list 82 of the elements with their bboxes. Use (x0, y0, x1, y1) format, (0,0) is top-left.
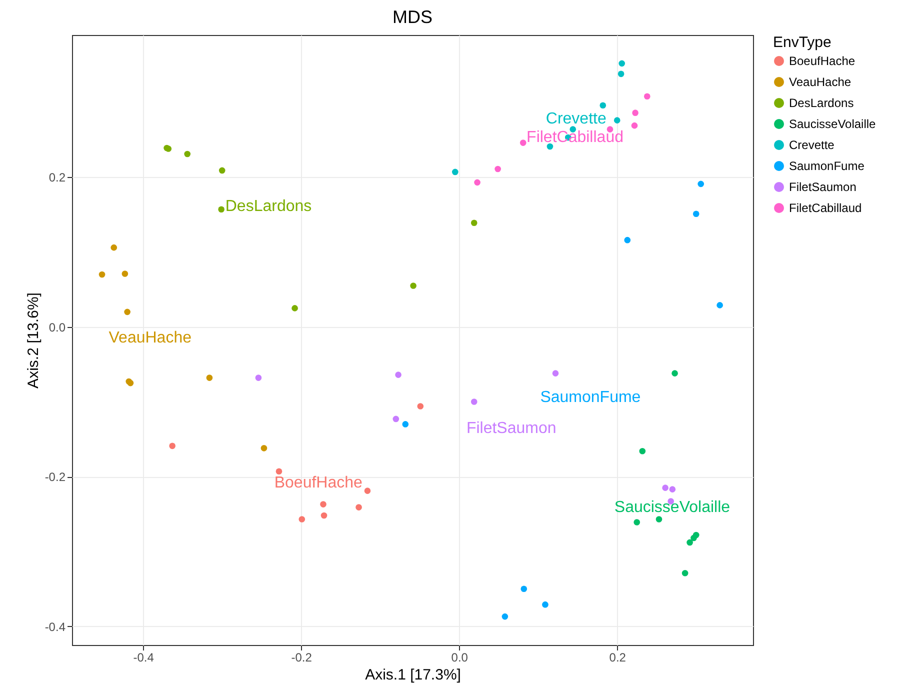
point (698, 180, 704, 188)
point (402, 421, 409, 428)
point (634, 519, 640, 526)
point (298, 516, 306, 522)
point (320, 501, 326, 508)
point (502, 613, 508, 620)
point (110, 244, 118, 251)
annotation: VeauHache (108, 329, 192, 346)
point (494, 166, 501, 172)
legend-label: FiletCabillaud (789, 201, 862, 215)
point (395, 372, 402, 378)
legend-label: FiletSaumon (789, 180, 856, 194)
y-tick-label: -0.4 (44, 620, 66, 634)
point (292, 305, 298, 312)
point (169, 442, 176, 450)
y-tick-label: 0.2 (48, 170, 66, 185)
point (218, 167, 226, 174)
chart-title: MDS (392, 7, 432, 27)
annotation: Crevette (546, 110, 606, 128)
point (276, 468, 282, 475)
point (98, 271, 106, 278)
y-axis-title: Axis.2 [13.6%] (24, 292, 42, 388)
point (417, 403, 424, 410)
point (520, 140, 526, 146)
point (470, 220, 478, 226)
x-tick-label: 0.2 (609, 650, 626, 664)
point (410, 282, 416, 289)
point (320, 512, 328, 519)
point (618, 60, 626, 67)
point (470, 398, 478, 405)
point (520, 586, 528, 592)
point (662, 484, 668, 491)
point (656, 516, 662, 522)
x-tick-label: -0.2 (291, 650, 312, 664)
point (644, 93, 650, 100)
point (542, 601, 548, 608)
annotation: DesLardons (225, 198, 312, 215)
x-tick-label: -0.4 (133, 650, 154, 664)
point (218, 206, 224, 213)
point (122, 270, 128, 277)
legend-label: BoeufHache (789, 54, 856, 68)
annotation: BoeufHache (274, 474, 363, 492)
point (452, 168, 458, 176)
point (206, 374, 213, 381)
point (600, 102, 606, 109)
annotation: SaucisseVolaille (614, 498, 730, 516)
legend-title: EnvType (773, 34, 832, 51)
point (546, 143, 554, 150)
annotation: SaumonFume (540, 389, 641, 406)
legend-label: SaumonFume (789, 159, 865, 173)
point (672, 370, 678, 376)
point (474, 179, 480, 186)
x-axis-title: Axis.1 [17.3%] (365, 666, 461, 684)
point (392, 416, 400, 422)
point (184, 150, 191, 158)
y-tick-label: -0.2 (44, 470, 66, 484)
point (631, 122, 638, 129)
point (614, 117, 620, 124)
point (669, 486, 676, 492)
legend-label: SaucisseVolaille (789, 117, 876, 131)
point (692, 532, 700, 538)
point (356, 504, 362, 510)
point (124, 308, 130, 316)
point (364, 488, 371, 494)
point (686, 539, 693, 546)
point (639, 448, 646, 454)
point (624, 236, 631, 244)
legend-label: DesLardons (789, 96, 854, 110)
y-tick-label: 0.0 (48, 320, 66, 334)
point (682, 570, 688, 576)
point (255, 374, 262, 381)
legend-label: Crevette (789, 138, 835, 152)
point (260, 445, 268, 452)
point (692, 210, 700, 218)
annotation: FiletSaumon (466, 420, 556, 438)
point (552, 370, 559, 376)
point (618, 70, 624, 78)
annotation: FiletCabillaud (526, 128, 624, 146)
point (716, 302, 723, 308)
point (632, 110, 638, 116)
x-tick-label: 0.0 (451, 650, 468, 664)
legend-label: VeauHache (789, 75, 852, 89)
